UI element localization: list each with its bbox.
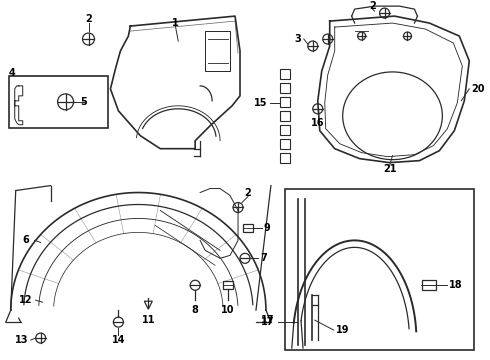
Text: 17: 17 <box>261 317 275 327</box>
Text: 15: 15 <box>254 98 268 108</box>
Text: 17: 17 <box>261 315 275 325</box>
Bar <box>285 189 474 350</box>
Text: 2: 2 <box>245 188 251 198</box>
Bar <box>422 280 437 290</box>
Text: 10: 10 <box>221 305 235 315</box>
Text: 2: 2 <box>369 1 376 11</box>
Bar <box>280 111 290 121</box>
Bar <box>223 281 233 289</box>
Text: 14: 14 <box>112 335 125 345</box>
Text: 18: 18 <box>449 280 463 290</box>
Bar <box>9 76 108 128</box>
Bar <box>280 83 290 93</box>
Text: 20: 20 <box>471 84 485 94</box>
Text: 16: 16 <box>311 118 324 128</box>
Bar <box>243 224 253 233</box>
Bar <box>280 69 290 79</box>
Bar <box>280 153 290 163</box>
Text: 7: 7 <box>260 253 267 263</box>
Text: 6: 6 <box>23 235 29 246</box>
Text: 11: 11 <box>142 315 155 325</box>
Text: 3: 3 <box>294 34 301 44</box>
Text: 8: 8 <box>192 305 198 315</box>
Text: 21: 21 <box>383 163 396 174</box>
Bar <box>280 139 290 149</box>
Bar <box>280 97 290 107</box>
Text: 4: 4 <box>9 68 16 78</box>
Text: 2: 2 <box>85 14 92 24</box>
Text: 5: 5 <box>80 97 87 107</box>
Text: 19: 19 <box>336 325 349 335</box>
Text: 1: 1 <box>172 18 178 28</box>
Text: 12: 12 <box>19 295 32 305</box>
Bar <box>205 31 230 71</box>
Text: 13: 13 <box>15 335 28 345</box>
Bar <box>280 125 290 135</box>
Text: 9: 9 <box>264 224 270 233</box>
